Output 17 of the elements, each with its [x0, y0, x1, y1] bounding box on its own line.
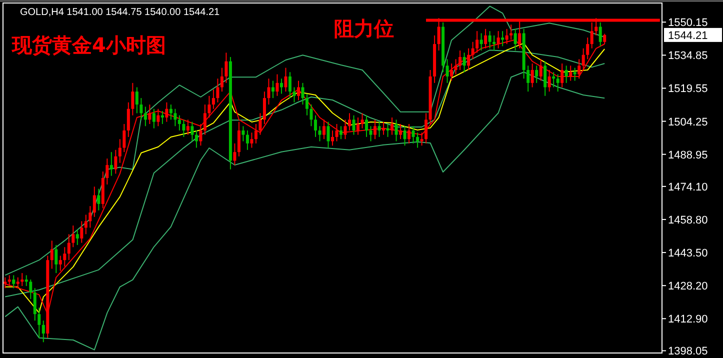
y-tick-label: 1443.50 — [668, 248, 708, 260]
line-series — [4, 6, 606, 276]
y-tick-label: 1488.95 — [668, 149, 708, 162]
series-label: 阻力位 — [334, 16, 394, 40]
y-tick-label: 1474.10 — [668, 181, 708, 194]
y-tick-label: 1550.15 — [668, 17, 708, 30]
y-tick-label: 1398.05 — [668, 346, 708, 358]
y-tick-label: 1534.85 — [668, 50, 708, 62]
text: 1544.21 — [668, 30, 708, 42]
text: 现货黄金4小时图 — [11, 33, 166, 57]
y-tick-label: 1412.90 — [668, 314, 708, 326]
y-tick-label: 1519.55 — [668, 83, 708, 96]
chart-subtitle: GOLD,H4 1541.00 1544.75 1540.00 1544.21 — [20, 7, 220, 18]
y-tick-label: 1504.25 — [668, 116, 708, 128]
y-tick-label: 1458.80 — [668, 214, 708, 226]
y-tick-label: 1428.20 — [668, 280, 708, 293]
line-series — [4, 72, 606, 350]
